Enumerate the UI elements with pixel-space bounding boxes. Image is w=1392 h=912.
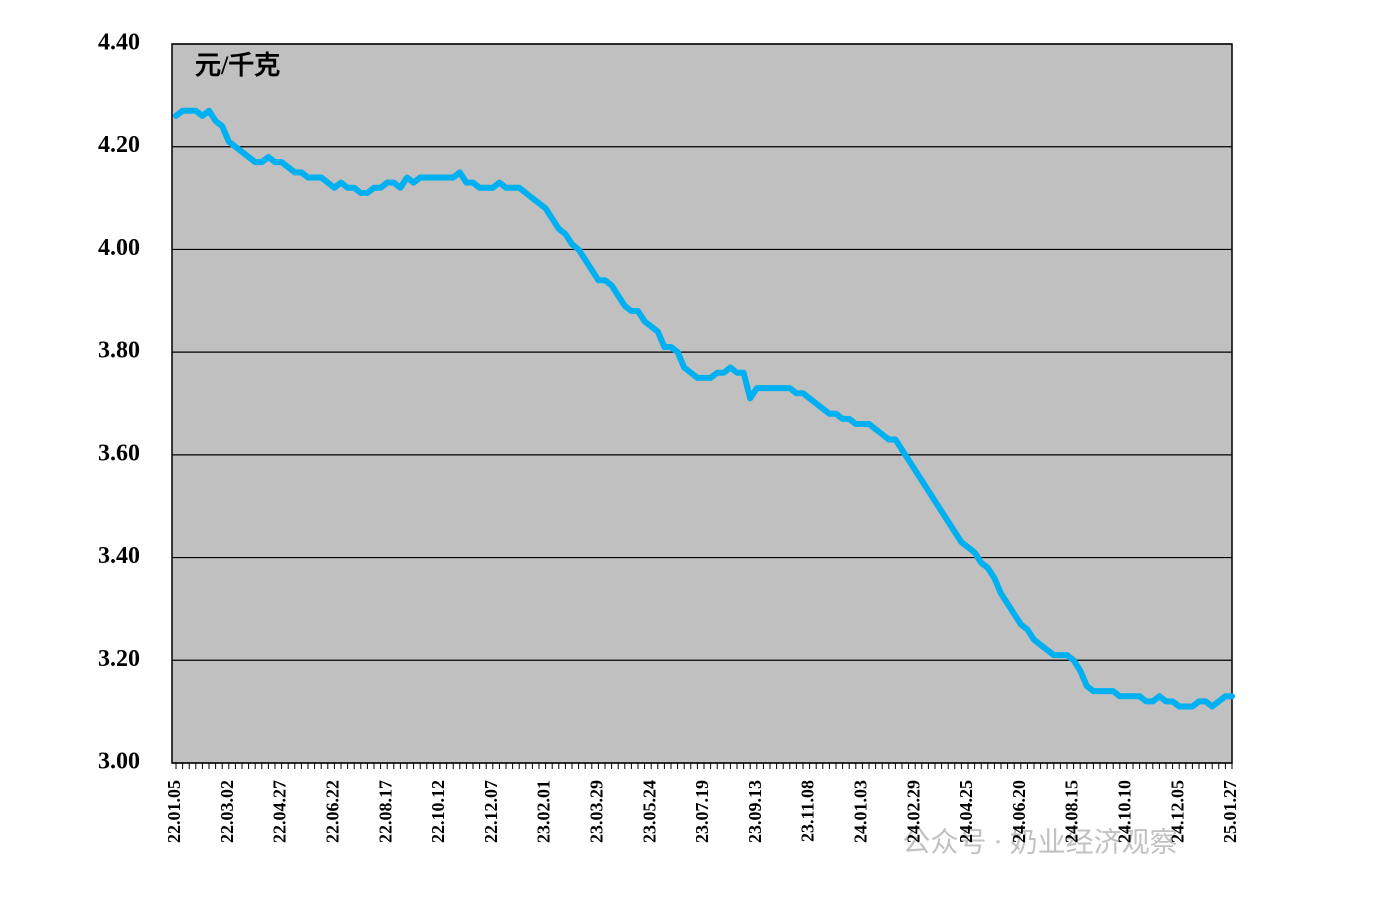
line-series <box>173 107 1235 710</box>
y-tick-label: 4.40 <box>98 30 140 56</box>
x-tick-label: 25.01.27 <box>1220 780 1240 843</box>
watermark: 公众号 · 奶业经济观察 <box>902 826 1177 858</box>
x-tick-label: 23.02.01 <box>534 780 554 843</box>
x-tick-label: 22.10.12 <box>428 780 448 843</box>
x-tick-label: 24.06.20 <box>1009 780 1029 843</box>
x-tick-label: 22.04.27 <box>270 780 290 843</box>
y-tick-label: 4.00 <box>98 235 140 261</box>
x-tick-label: 22.03.02 <box>217 780 237 843</box>
x-tick-label: 23.07.19 <box>692 780 712 843</box>
x-tick-label: 24.02.29 <box>903 780 923 843</box>
x-tick-label: 22.08.17 <box>375 780 395 843</box>
x-tick-label: 22.01.05 <box>164 780 184 843</box>
x-tick-label: 24.10.10 <box>1115 780 1135 843</box>
x-tick-label: 24.04.25 <box>956 780 976 843</box>
x-tick-label: 23.09.13 <box>745 780 765 843</box>
plot-area <box>172 44 1232 763</box>
x-tick-label: 24.01.03 <box>851 780 871 843</box>
x-tick-label: 23.05.24 <box>639 780 659 843</box>
x-tick-label: 22.06.22 <box>323 780 343 843</box>
plot-border <box>171 43 1233 764</box>
y-tick-label: 3.20 <box>98 646 140 672</box>
x-tick-label: 24.08.15 <box>1062 780 1082 843</box>
x-tick-label: 23.11.08 <box>798 780 818 842</box>
y-tick-label: 3.40 <box>98 543 140 569</box>
x-tick-label: 22.12.07 <box>481 780 501 843</box>
x-tick-label: 24.12.05 <box>1167 780 1187 843</box>
unit-label: 元/千克 <box>195 51 280 80</box>
x-tick-label: 23.03.29 <box>587 780 607 843</box>
y-tick-label: 3.60 <box>98 440 140 466</box>
y-tick-label: 3.80 <box>98 338 140 364</box>
y-tick-label: 4.20 <box>98 132 140 158</box>
y-tick-label: 3.00 <box>98 749 140 775</box>
